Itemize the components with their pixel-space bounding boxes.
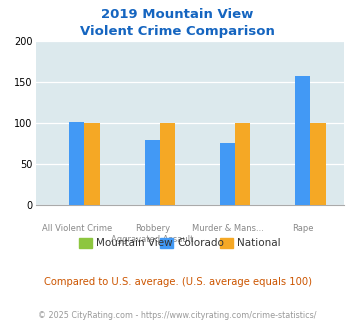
Bar <box>295 76 311 205</box>
Text: © 2025 CityRating.com - https://www.cityrating.com/crime-statistics/: © 2025 CityRating.com - https://www.city… <box>38 311 317 320</box>
Text: Robbery: Robbery <box>135 224 170 233</box>
Text: Violent Crime Comparison: Violent Crime Comparison <box>80 25 275 38</box>
Text: Aggravated Assault: Aggravated Assault <box>111 235 193 244</box>
Text: Colorado: Colorado <box>177 238 224 248</box>
Bar <box>311 123 326 205</box>
Bar <box>69 122 84 205</box>
Text: Murder & Mans...: Murder & Mans... <box>192 224 263 233</box>
Text: Rape: Rape <box>292 224 314 233</box>
Bar <box>145 140 160 205</box>
Bar <box>235 123 250 205</box>
Text: Compared to U.S. average. (U.S. average equals 100): Compared to U.S. average. (U.S. average … <box>44 277 311 287</box>
Text: 2019 Mountain View: 2019 Mountain View <box>101 8 254 21</box>
Bar <box>84 123 99 205</box>
Bar <box>160 123 175 205</box>
Text: Mountain View: Mountain View <box>95 238 172 248</box>
Bar <box>220 143 235 205</box>
Text: National: National <box>237 238 280 248</box>
Text: All Violent Crime: All Violent Crime <box>42 224 112 233</box>
